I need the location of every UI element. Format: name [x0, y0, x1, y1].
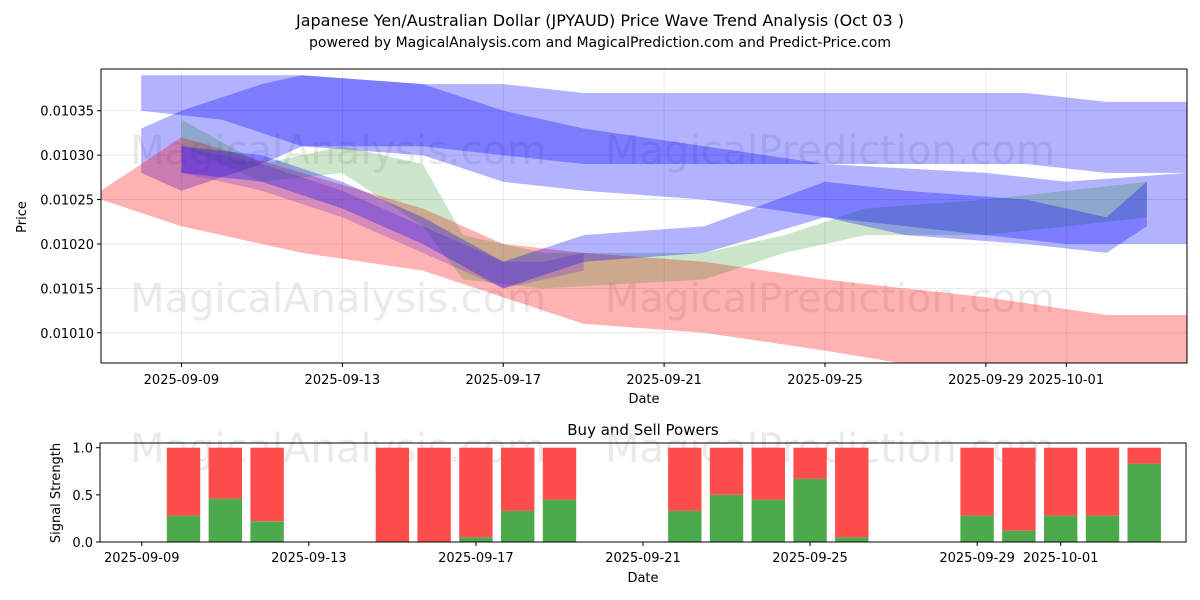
watermark-text: MagicalPrediction.com [605, 128, 1055, 174]
sell-bar [668, 447, 702, 511]
bar-x-ticks: 2025-09-09 2025-09-13 2025-09-17 2025-09-21… [104, 542, 1098, 566]
buy-sell-bars [166, 447, 1161, 542]
sell-bar [166, 447, 201, 516]
x-tick-label: 2025-09-09 [104, 551, 180, 566]
sell-bar [1127, 447, 1161, 464]
buy-bar [1085, 515, 1120, 542]
sell-bar [459, 447, 493, 538]
x-tick-label: 2025-09-29 [948, 373, 1024, 388]
sell-bar [1044, 447, 1078, 516]
wave-band-2 [101, 137, 1187, 363]
y-tick-label: 0.01010 [40, 327, 94, 342]
x-tick-label: 2025-09-25 [787, 373, 863, 388]
buy-bar [751, 499, 785, 542]
sell-bar [793, 447, 827, 479]
y-tick-label: 0.01035 [40, 105, 94, 120]
watermark-text: MagicalAnalysis.com [130, 128, 546, 174]
wave-band-1 [141, 75, 1187, 244]
main-x-axis-label: Date [628, 392, 659, 407]
y-tick-label: 0.01030 [40, 149, 94, 164]
watermark-text: MagicalPrediction.com [605, 276, 1055, 322]
chart-title: Japanese Yen/Australian Dollar (JPYAUD) … [295, 11, 904, 30]
y-tick-label: 1.0 [72, 442, 93, 457]
y-tick-label: 0.01025 [40, 194, 94, 209]
sell-bar [835, 447, 869, 538]
bar-y-ticks: 0.0 0.5 1.0 [72, 442, 100, 551]
wave-band-5 [181, 146, 1147, 289]
x-tick-label: 2025-09-25 [772, 551, 848, 566]
watermark-text: MagicalAnalysis.com [130, 276, 546, 322]
sell-bar [501, 447, 535, 511]
buy-bar [793, 478, 827, 542]
x-tick-label: 2025-09-17 [465, 373, 541, 388]
buy-bar [208, 498, 242, 542]
chart-subtitle: powered by MagicalAnalysis.com and Magic… [309, 35, 891, 51]
y-tick-label: 0.5 [72, 489, 93, 504]
main-x-ticks: 2025-09-09 2025-09-13 2025-09-17 2025-09-21… [144, 363, 1104, 388]
bar-x-axis-label: Date [627, 571, 658, 586]
sell-bar [375, 447, 410, 542]
buy-bar [960, 515, 994, 542]
buy-sell-chart: Buy and Sell Powers MagicalAnalysis.com … [49, 421, 1187, 586]
sell-bar [542, 447, 577, 500]
sell-bar [709, 447, 744, 495]
buy-bar [542, 499, 577, 542]
wave-bands [101, 75, 1187, 363]
buy-bar [1002, 530, 1036, 542]
buy-bar [166, 515, 201, 542]
bar-y-axis-label: Signal Strength [49, 443, 64, 543]
x-tick-label: 2025-10-01 [1029, 373, 1105, 388]
x-tick-label: 2025-09-29 [939, 551, 1015, 566]
buy-bar [835, 537, 869, 542]
wave-band-0 [141, 75, 1187, 173]
sell-bar [417, 447, 451, 542]
buy-bar [709, 494, 744, 542]
y-tick-label: 0.0 [72, 536, 93, 551]
main-y-axis-label: Price [15, 201, 30, 233]
sell-bar [960, 447, 994, 516]
y-tick-label: 0.01015 [40, 282, 94, 297]
buy-bar [668, 510, 702, 542]
main-plot-frame [100, 68, 1188, 364]
x-tick-label: 2025-09-13 [305, 373, 381, 388]
main-watermarks: MagicalAnalysis.com MagicalPrediction.co… [130, 128, 1055, 322]
x-tick-label: 2025-09-17 [438, 551, 514, 566]
price-wave-chart: MagicalAnalysis.com MagicalPrediction.co… [15, 68, 1188, 407]
buy-bar [1044, 515, 1078, 542]
wave-band-4 [181, 146, 584, 289]
buy-bar [1127, 463, 1161, 542]
buy-bar [250, 521, 284, 542]
x-tick-label: 2025-09-09 [144, 373, 220, 388]
buy-bar [459, 537, 493, 542]
x-tick-label: 2025-10-01 [1023, 551, 1099, 566]
sell-bar [1002, 447, 1036, 531]
sell-bar [208, 447, 242, 499]
main-gridlines [101, 69, 1187, 363]
x-tick-label: 2025-09-21 [605, 551, 681, 566]
main-y-ticks: 0.01010 0.01015 0.01020 0.01025 0.01030 0.010… [40, 105, 101, 342]
buy-bar [501, 510, 535, 542]
x-tick-label: 2025-09-21 [626, 373, 702, 388]
x-tick-label: 2025-09-13 [271, 551, 347, 566]
wave-band-3 [181, 119, 1147, 289]
y-tick-label: 0.01020 [40, 238, 94, 253]
sell-bar [250, 447, 284, 522]
bar-chart-title: Buy and Sell Powers [567, 421, 719, 439]
sell-bar [751, 447, 785, 500]
sell-bar [1085, 447, 1120, 516]
